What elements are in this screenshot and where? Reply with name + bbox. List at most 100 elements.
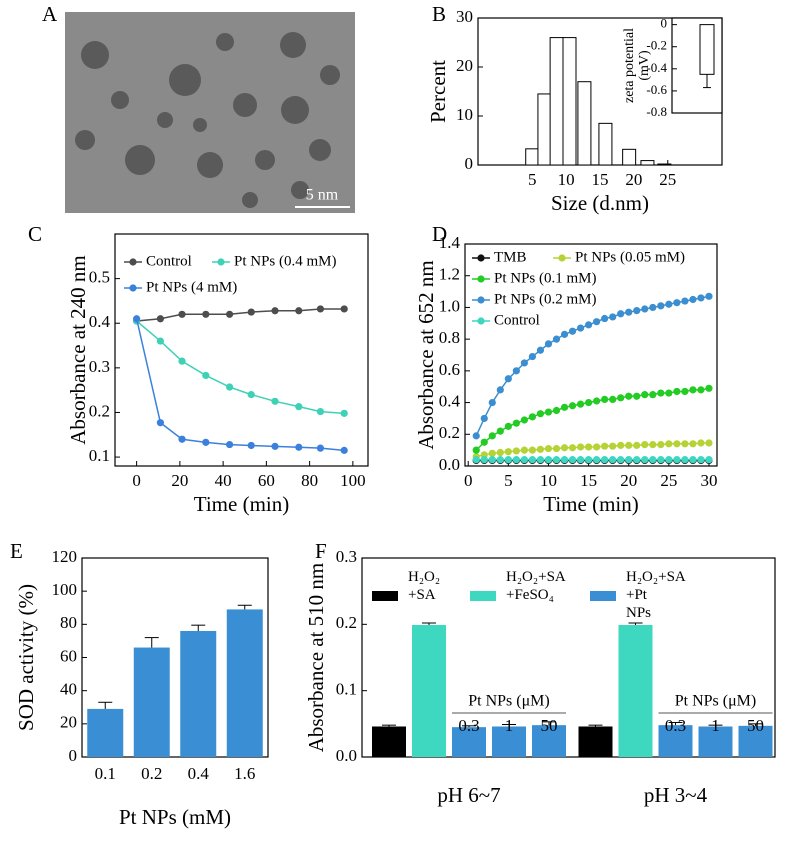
y-axis-title: Absorbance at 240 nm bbox=[66, 255, 90, 445]
marker bbox=[633, 392, 641, 400]
x-tick-label: 10 bbox=[540, 471, 557, 490]
marker bbox=[528, 446, 537, 454]
plot-frame bbox=[114, 233, 369, 467]
legend-label: Control bbox=[146, 253, 192, 269]
marker bbox=[271, 397, 279, 405]
marker bbox=[133, 315, 141, 323]
y-tick-label: 0.2 bbox=[439, 423, 460, 442]
legend-label: Pt NPs (0.4 mM) bbox=[234, 253, 337, 269]
x-axis-title: Size (d.nm) bbox=[551, 191, 649, 215]
legend-marker bbox=[217, 258, 225, 266]
legend-marker bbox=[129, 258, 137, 266]
legend-marker bbox=[477, 275, 485, 283]
marker bbox=[649, 456, 657, 464]
y-tick-label: 20 bbox=[456, 56, 473, 75]
marker bbox=[633, 307, 641, 315]
marker bbox=[568, 444, 577, 452]
marker bbox=[625, 308, 633, 316]
marker bbox=[673, 456, 681, 464]
y-axis-title: zeta potential bbox=[622, 28, 637, 103]
marker bbox=[560, 330, 569, 338]
marker bbox=[689, 386, 697, 394]
bar bbox=[738, 725, 773, 757]
y-tick-label: 30 bbox=[456, 7, 473, 26]
marker bbox=[316, 444, 325, 452]
bar bbox=[226, 609, 263, 757]
error-bar bbox=[98, 701, 113, 709]
marker bbox=[472, 446, 480, 454]
x-tick-label: 0 bbox=[132, 471, 141, 490]
line bbox=[136, 308, 345, 322]
marker bbox=[496, 386, 504, 394]
line bbox=[136, 320, 345, 415]
marker bbox=[673, 299, 681, 307]
y-tick-label: 0.4 bbox=[89, 312, 111, 331]
legend-label: Pt NPs (0.1 mM) bbox=[494, 270, 597, 286]
y-tick-label: 0 bbox=[465, 154, 474, 173]
marker bbox=[609, 313, 617, 321]
marker bbox=[625, 392, 633, 400]
x-tick-label: 5 bbox=[504, 471, 513, 490]
legend-marker bbox=[558, 254, 566, 262]
legend-swatch bbox=[470, 591, 496, 601]
bar bbox=[622, 148, 637, 166]
error-bar bbox=[748, 723, 763, 726]
y-tick-label: -0.6 bbox=[646, 82, 667, 97]
bar bbox=[698, 726, 733, 757]
marker bbox=[633, 456, 641, 464]
legend-swatch bbox=[590, 591, 616, 601]
bar bbox=[640, 160, 655, 166]
y-tick-label: 1.2 bbox=[439, 265, 460, 284]
marker bbox=[681, 297, 689, 305]
y-tick-label: 0 bbox=[661, 16, 668, 31]
y-tick-label: 20 bbox=[60, 713, 77, 732]
marker bbox=[226, 310, 234, 318]
marker bbox=[552, 406, 561, 415]
particle bbox=[216, 33, 234, 51]
marker bbox=[520, 359, 528, 367]
marker bbox=[520, 456, 528, 464]
marker bbox=[681, 440, 689, 448]
marker bbox=[697, 439, 705, 447]
bar bbox=[412, 624, 446, 757]
y-tick-label: 0.5 bbox=[89, 268, 110, 287]
x-tick-label: 15 bbox=[580, 471, 597, 490]
marker bbox=[202, 371, 210, 380]
marker bbox=[560, 444, 569, 452]
particle bbox=[242, 192, 258, 208]
panel-label: C bbox=[28, 222, 42, 246]
bar bbox=[87, 708, 124, 757]
marker bbox=[295, 307, 303, 315]
subgroup-label: 0.3 bbox=[665, 716, 686, 735]
y-axis-title: SOD activity (%) bbox=[14, 584, 38, 731]
marker bbox=[512, 456, 520, 464]
y-tick-label: 0.2 bbox=[336, 613, 357, 632]
line bbox=[475, 387, 710, 451]
subgroup-label: 50 bbox=[747, 716, 764, 735]
marker bbox=[576, 456, 585, 464]
panel-label: E bbox=[10, 539, 23, 563]
bar bbox=[537, 93, 552, 166]
x-tick-label: 40 bbox=[215, 471, 232, 490]
legend-label: Pt NPs (0.05 mM) bbox=[575, 249, 685, 265]
plot-frame bbox=[361, 557, 776, 758]
marker bbox=[673, 387, 681, 396]
marker bbox=[504, 422, 512, 430]
legend-label: H₂O₂ +SA bbox=[408, 569, 440, 603]
marker bbox=[584, 321, 593, 329]
marker bbox=[576, 324, 585, 332]
marker bbox=[689, 456, 697, 464]
group-label: pH 3~4 bbox=[644, 783, 708, 807]
marker bbox=[247, 391, 255, 399]
marker bbox=[504, 456, 512, 464]
subgroup-label: 0.3 bbox=[458, 716, 479, 735]
error-bar bbox=[382, 724, 396, 727]
marker bbox=[340, 409, 348, 417]
y-tick-label: 0.8 bbox=[439, 328, 460, 347]
particle bbox=[309, 139, 331, 161]
marker bbox=[156, 315, 165, 323]
bar bbox=[578, 726, 613, 757]
y-tick-label: 120 bbox=[52, 547, 78, 566]
bar bbox=[372, 726, 406, 757]
marker bbox=[536, 346, 545, 354]
